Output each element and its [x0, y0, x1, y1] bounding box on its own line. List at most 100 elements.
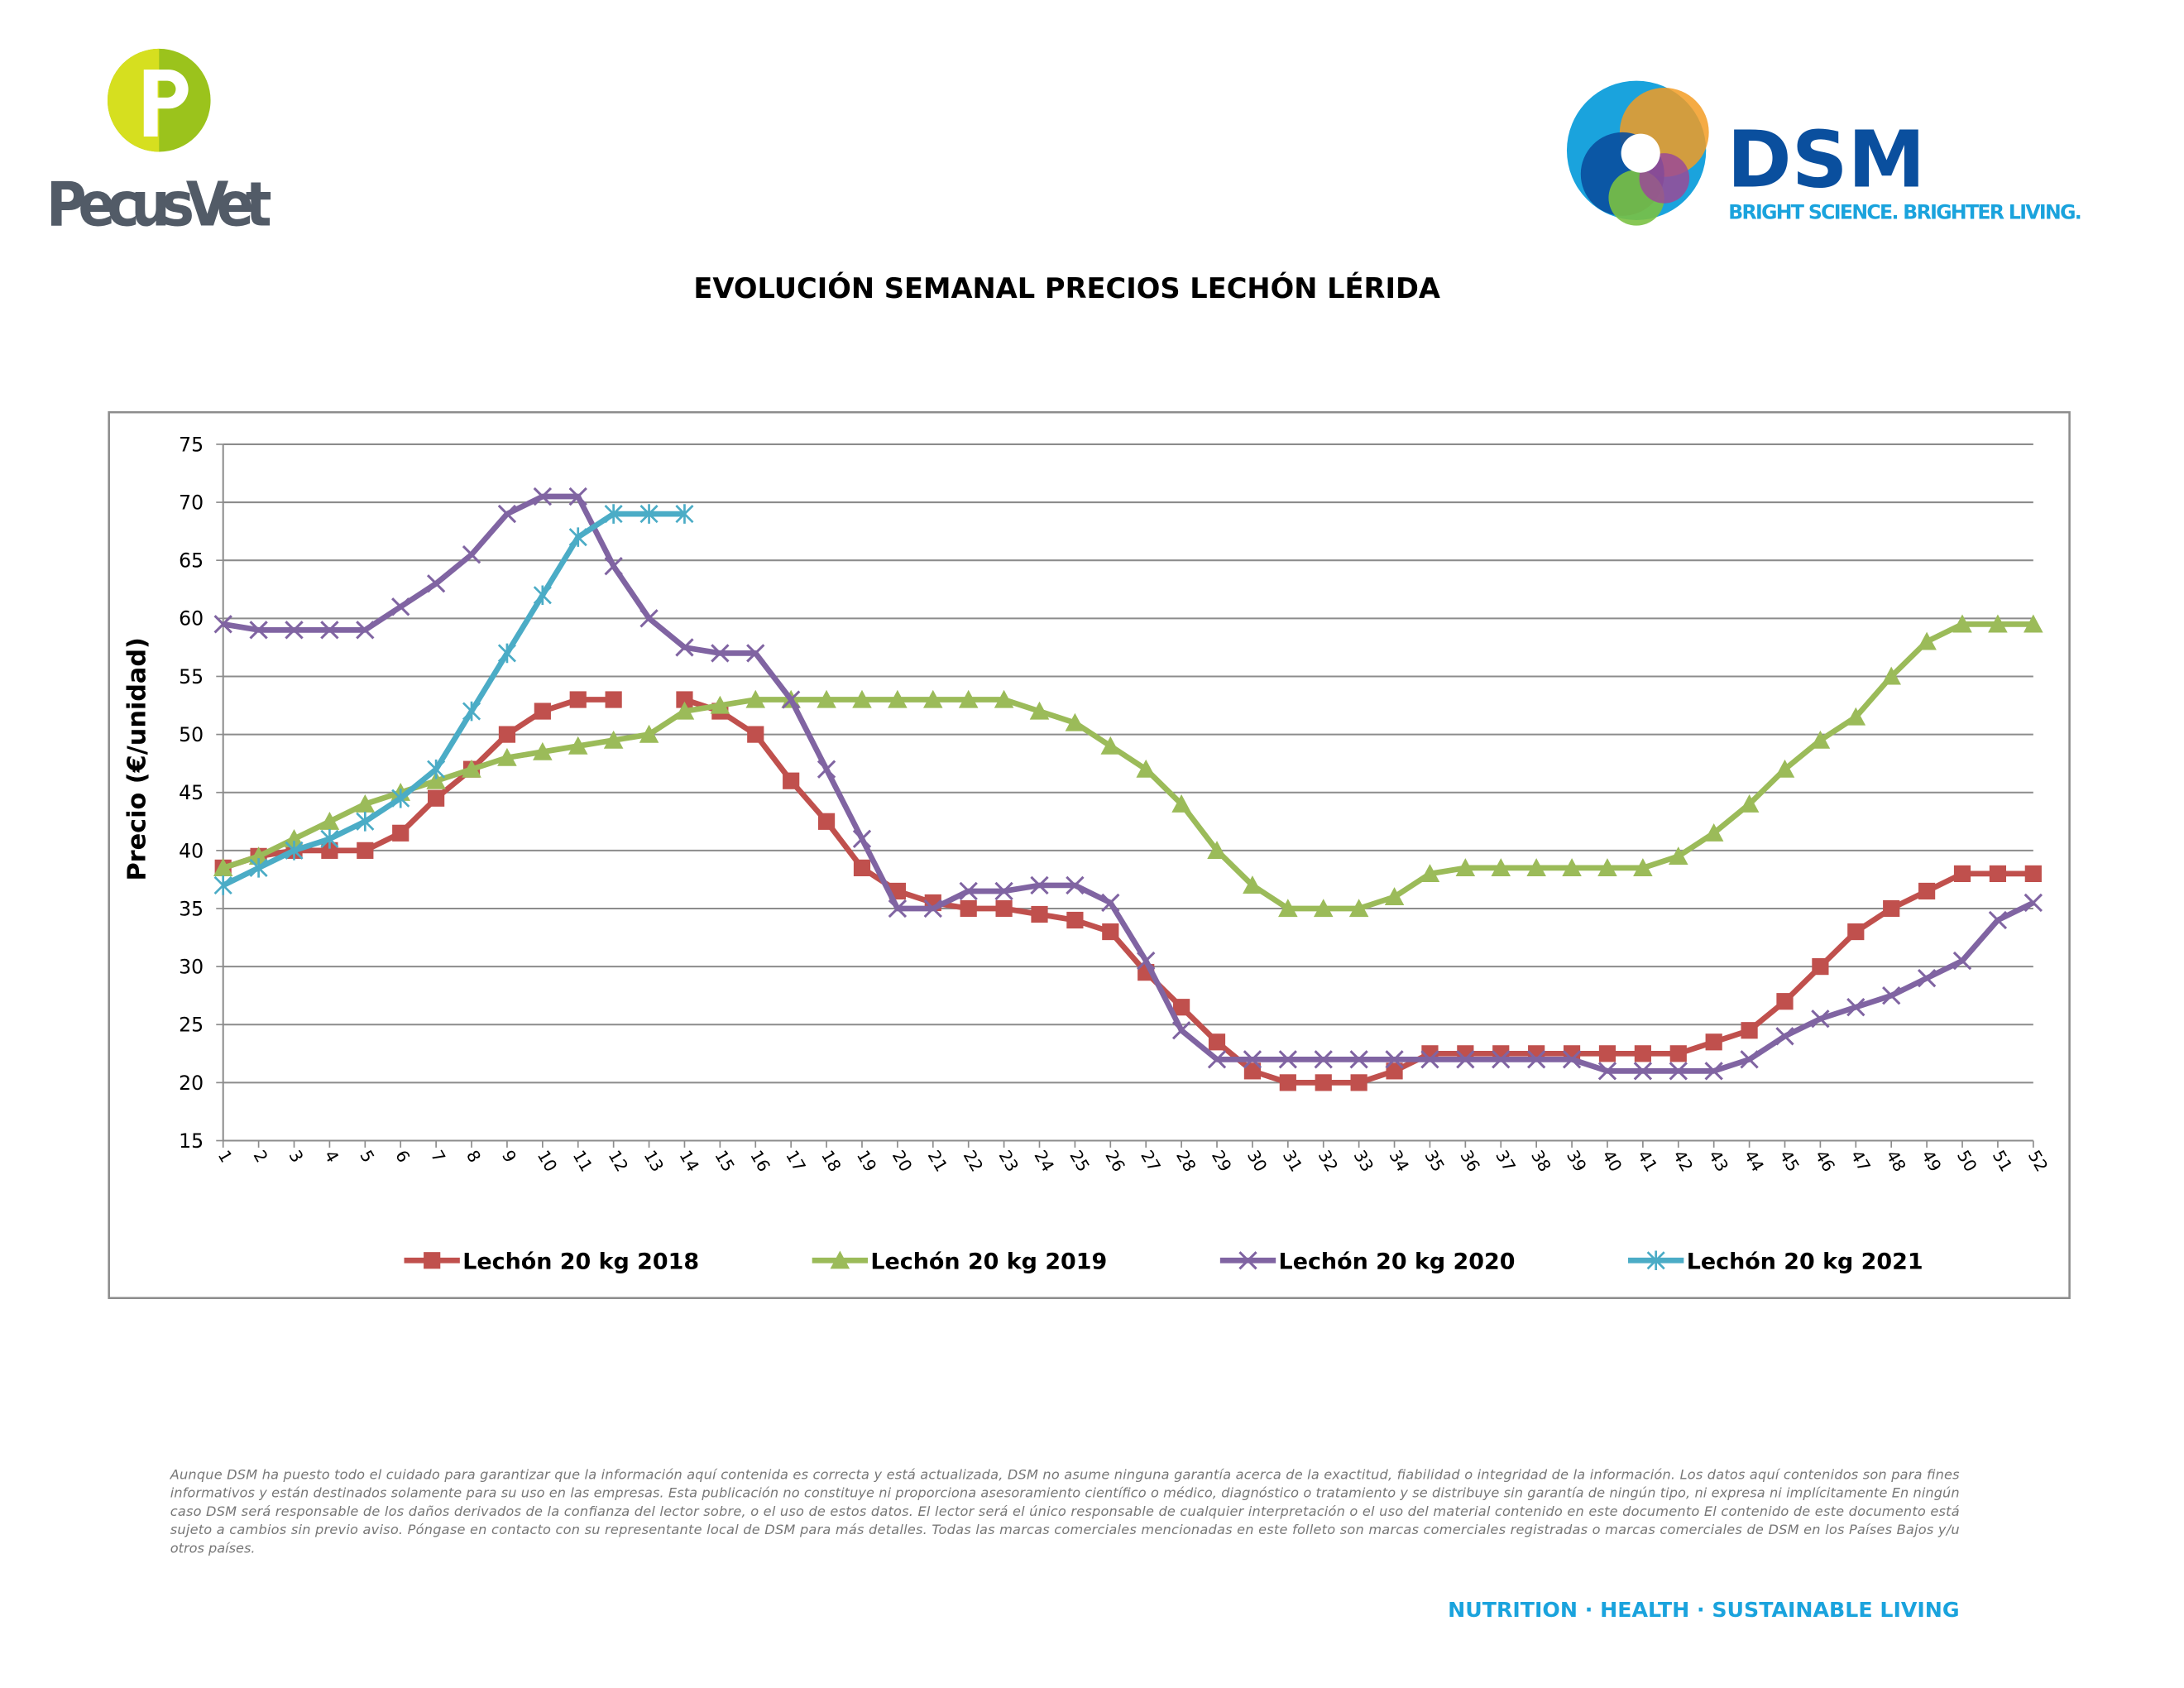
- marker: [746, 644, 765, 663]
- y-tick-label: 20: [179, 1072, 204, 1095]
- marker: [1846, 998, 1866, 1017]
- y-tick-label: 65: [179, 549, 204, 573]
- marker: [958, 689, 979, 708]
- marker: [888, 899, 908, 918]
- marker: [1811, 1009, 1830, 1029]
- marker: [1918, 882, 1936, 900]
- marker: [213, 615, 232, 634]
- marker: [1917, 631, 1937, 650]
- marker: [2024, 865, 2042, 883]
- marker: [1633, 858, 1653, 876]
- marker: [1455, 858, 1476, 876]
- marker: [603, 730, 624, 749]
- marker: [853, 859, 871, 876]
- marker: [783, 772, 800, 789]
- marker: [497, 747, 517, 766]
- marker: [568, 736, 588, 755]
- marker: [462, 701, 481, 722]
- marker: [1646, 1250, 1665, 1271]
- marker: [1988, 614, 2008, 633]
- marker: [817, 813, 836, 830]
- marker: [1668, 846, 1688, 865]
- marker: [1100, 736, 1121, 755]
- marker: [1810, 730, 1831, 749]
- marker: [426, 574, 446, 593]
- marker: [1988, 910, 2008, 930]
- marker: [782, 690, 801, 709]
- swirl: [1621, 133, 1660, 173]
- y-tick-label: 40: [179, 839, 204, 862]
- y-tick-label: 70: [179, 491, 204, 514]
- footer: Aunque DSM ha puesto todo el cuidado par…: [170, 1467, 1960, 1556]
- marker: [1776, 993, 1794, 1010]
- legend-label: Lechón 20 kg 2019: [870, 1249, 1107, 1274]
- marker: [1669, 1062, 1688, 1081]
- marker: [1420, 1050, 1439, 1069]
- marker: [1492, 1050, 1511, 1069]
- marker: [1633, 1062, 1653, 1081]
- marker: [285, 841, 304, 861]
- marker: [710, 695, 730, 714]
- legend-label: Lechón 20 kg 2020: [1279, 1249, 1516, 1274]
- series-line: [222, 511, 685, 888]
- marker: [1952, 951, 1972, 971]
- marker: [356, 812, 375, 832]
- marker: [462, 545, 481, 564]
- marker: [1029, 701, 1050, 720]
- marker: [675, 638, 694, 657]
- marker: [1882, 986, 1901, 1005]
- marker: [1775, 1027, 1794, 1046]
- marker: [319, 812, 340, 830]
- marker: [1597, 1062, 1617, 1081]
- marker: [1243, 875, 1262, 894]
- y-tick-label: 35: [179, 897, 204, 920]
- marker: [249, 858, 268, 878]
- marker: [1952, 614, 1972, 633]
- marker: [1491, 858, 1511, 876]
- y-tick-label: 30: [179, 956, 204, 979]
- marker: [605, 691, 622, 708]
- marker: [1314, 1050, 1333, 1069]
- chart-title: EVOLUCIÓN SEMANAL PRECIOS LECHÓN LÉRIDA: [693, 271, 1440, 305]
- marker: [1705, 1033, 1722, 1051]
- marker: [639, 504, 659, 524]
- marker: [959, 881, 978, 901]
- marker: [1847, 923, 1865, 941]
- dsm-logo: DSM BRIGHT SCIENCE. BRIGHTER LIVING.: [1566, 80, 2082, 226]
- marker: [994, 689, 1014, 708]
- marker: [1137, 951, 1156, 971]
- marker: [1774, 759, 1795, 778]
- disclaimer-line: Aunque DSM ha puesto todo el cuidado par…: [170, 1467, 1960, 1483]
- marker: [1173, 999, 1190, 1016]
- marker: [355, 794, 376, 813]
- marker: [498, 726, 516, 743]
- marker: [1243, 1062, 1262, 1080]
- marker: [1386, 1062, 1403, 1080]
- marker: [1315, 1074, 1332, 1091]
- marker: [1349, 1050, 1368, 1069]
- marker: [1279, 1074, 1296, 1091]
- marker: [1420, 864, 1440, 883]
- marker: [357, 842, 374, 859]
- marker: [830, 1250, 850, 1269]
- marker: [639, 724, 659, 743]
- marker: [852, 829, 872, 848]
- marker: [1171, 794, 1191, 813]
- marker: [1953, 865, 1971, 883]
- marker: [497, 643, 516, 664]
- marker: [1846, 707, 1866, 726]
- marker: [533, 585, 552, 606]
- marker: [1562, 1050, 1582, 1069]
- marker: [1456, 1050, 1475, 1069]
- marker: [534, 703, 551, 720]
- marker: [1703, 823, 1724, 842]
- marker: [533, 487, 553, 506]
- legend-label: Lechón 20 kg 2018: [462, 1249, 699, 1274]
- marker: [604, 557, 623, 576]
- marker: [675, 504, 694, 524]
- marker: [1207, 841, 1227, 859]
- marker: [923, 899, 942, 918]
- marker: [1634, 1045, 1651, 1062]
- marker: [1207, 1050, 1227, 1069]
- marker: [1278, 899, 1298, 918]
